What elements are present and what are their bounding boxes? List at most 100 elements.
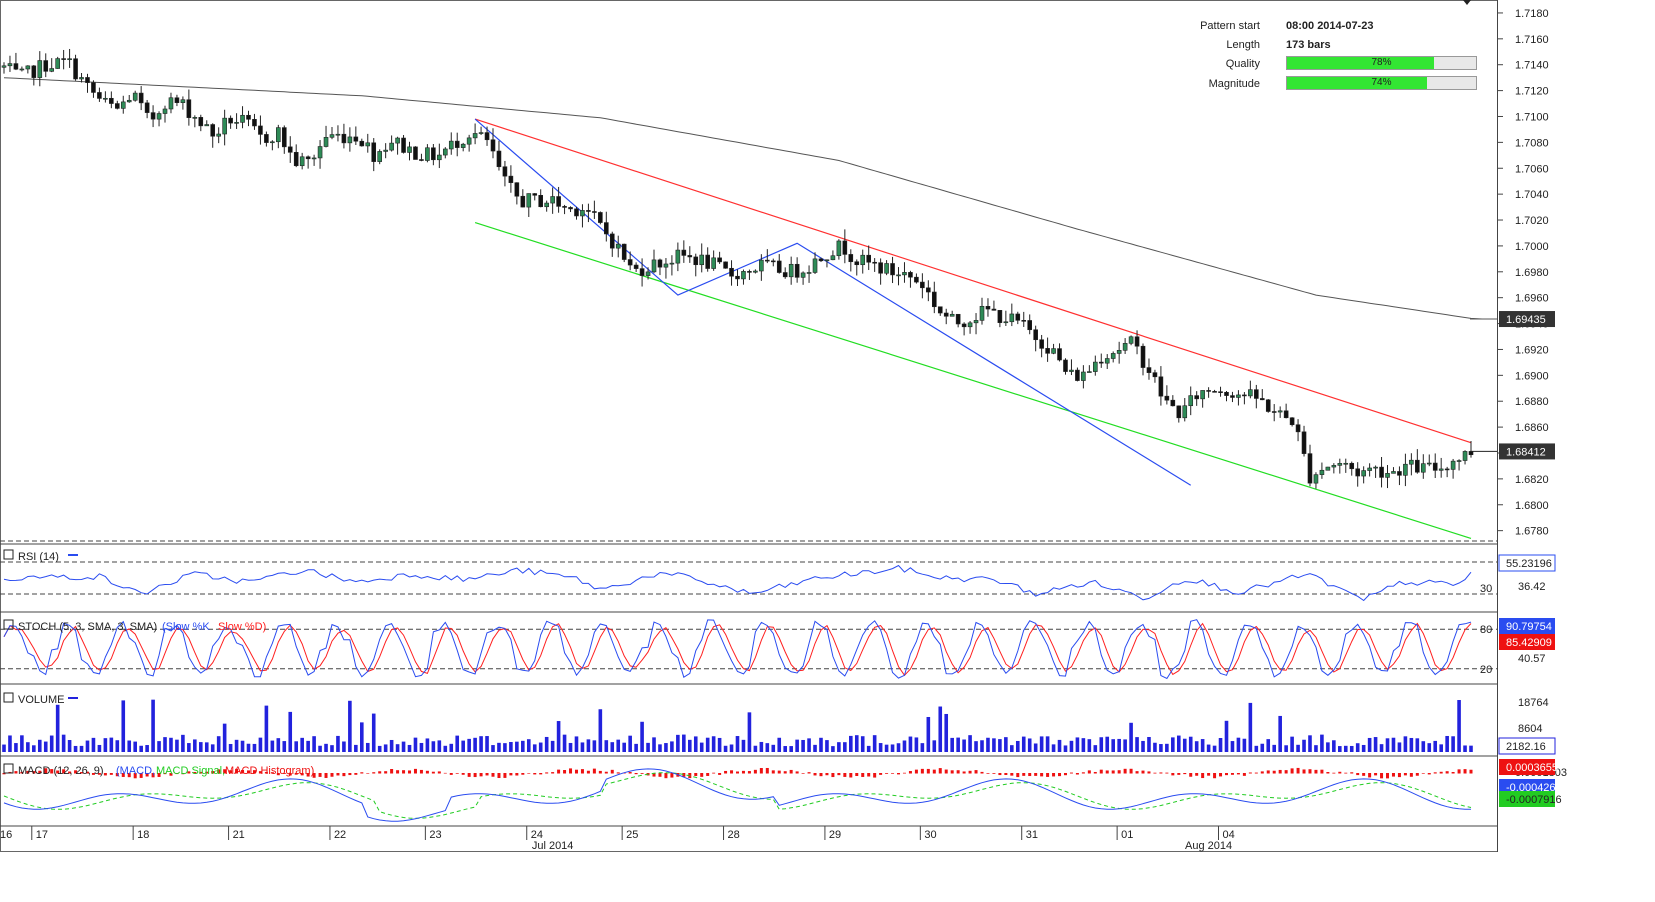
volume-bar xyxy=(747,712,752,752)
macd-hist-bar xyxy=(1105,770,1109,774)
macd-hist-bar xyxy=(312,773,316,778)
volume-bar xyxy=(783,746,788,752)
candle-body xyxy=(663,263,669,268)
macd-hist-bar xyxy=(1332,772,1336,774)
volume-bar xyxy=(383,744,388,752)
macd-hist-bar xyxy=(258,771,262,774)
macd-hist-bar xyxy=(247,770,250,774)
magnitude-percent: 74% xyxy=(1371,77,1392,88)
candle-body xyxy=(830,255,836,261)
volume-panel-label: VOLUME xyxy=(18,694,64,706)
macd-hist-bar xyxy=(205,771,209,774)
candle-body xyxy=(252,119,257,127)
candle-body xyxy=(1140,345,1146,368)
volume-bar xyxy=(1212,745,1217,752)
candle-body xyxy=(258,125,263,135)
candle-body xyxy=(615,243,621,249)
volume-bar xyxy=(32,745,36,752)
volume-bar xyxy=(1367,737,1372,752)
candle-body xyxy=(1081,371,1086,381)
volume-bar xyxy=(252,743,257,752)
day-label: 16 xyxy=(0,829,12,841)
macd-hist-bar xyxy=(1189,773,1193,777)
macd-hist-tag-bg xyxy=(1499,759,1555,775)
candle-body xyxy=(979,305,985,321)
volume-bar xyxy=(1391,737,1396,752)
candle-body xyxy=(1170,399,1176,407)
candle-body xyxy=(908,272,913,278)
day-label: 28 xyxy=(728,829,740,841)
macd-hist-bar xyxy=(264,771,268,774)
candle-body xyxy=(37,60,43,78)
candle-body xyxy=(824,259,830,262)
candle-body xyxy=(1230,395,1235,398)
candle-body xyxy=(1093,361,1098,372)
price-tick-label: 1.7160 xyxy=(1515,34,1549,46)
support-line xyxy=(474,222,1472,539)
day-label: 25 xyxy=(626,829,638,841)
volume-bar xyxy=(234,739,239,752)
price-tick-label: 1.7020 xyxy=(1515,215,1549,227)
macd-hist-bar xyxy=(133,773,137,779)
volume-bar xyxy=(1039,736,1044,752)
macd-hist-bar xyxy=(127,773,131,778)
volume-bar xyxy=(890,744,895,752)
volume-bar xyxy=(198,742,203,752)
candle-body xyxy=(937,306,943,314)
macd-hist-bar xyxy=(801,773,805,774)
candle-body xyxy=(1116,350,1122,354)
candle-body xyxy=(264,134,269,143)
volume-bar xyxy=(175,739,179,752)
macd-hist-bar xyxy=(938,768,942,774)
candle-body xyxy=(25,65,31,70)
volume-bar xyxy=(1308,735,1312,752)
candle-body xyxy=(926,287,931,293)
volume-bar xyxy=(968,735,972,752)
candle-body xyxy=(395,137,400,144)
macd-hist-bar xyxy=(825,773,829,776)
candle-body xyxy=(198,117,204,127)
candle-body xyxy=(914,276,919,283)
volume-bar xyxy=(1194,741,1199,752)
volume-bar xyxy=(1379,744,1384,752)
volume-bar xyxy=(813,744,817,752)
macd-hist-bar xyxy=(276,773,280,776)
macd-hist-bar xyxy=(682,773,686,777)
macd-hist-legend: MACD Histogram) xyxy=(225,765,314,777)
macd-hist-bar xyxy=(574,769,578,774)
candle-body xyxy=(943,312,949,317)
volume-bar xyxy=(1242,738,1247,752)
volume-bar xyxy=(1421,741,1426,752)
day-label: 17 xyxy=(36,829,48,841)
macd-hist-bar xyxy=(1201,773,1205,779)
macd-hist-bar xyxy=(616,772,620,774)
macd-hist-bar xyxy=(1117,770,1121,774)
volume-bar xyxy=(962,739,966,752)
macd-hist-bar xyxy=(294,773,298,775)
macd-hist-bar xyxy=(1087,770,1091,774)
macd-hist-bar xyxy=(986,773,990,774)
macd-hist-bar xyxy=(586,770,590,774)
macd-hist-bar xyxy=(151,773,155,778)
volume-bar xyxy=(574,736,579,752)
macd-hist-bar xyxy=(1165,772,1169,774)
candle-body xyxy=(1242,394,1247,397)
stoch-d-legend: Slow %D) xyxy=(218,621,266,633)
macd-hist-bar xyxy=(80,772,84,774)
candle-body xyxy=(568,207,573,210)
macd-hist-bar xyxy=(753,769,757,774)
macd-hist-bar xyxy=(771,770,775,774)
volume-bar xyxy=(306,740,310,752)
candle-body xyxy=(1188,395,1194,407)
candle-body xyxy=(1134,336,1140,347)
macd-hist-bar xyxy=(50,769,54,774)
volume-bar xyxy=(1153,742,1157,752)
volume-bar xyxy=(646,742,650,752)
ma-value-tag-text: 1.69435 xyxy=(1506,314,1546,326)
volume-bar xyxy=(240,740,245,752)
macd-hist-bar xyxy=(1391,773,1395,777)
candle-body xyxy=(574,208,579,217)
candle-body xyxy=(1033,329,1038,341)
volume-bar xyxy=(73,745,78,752)
